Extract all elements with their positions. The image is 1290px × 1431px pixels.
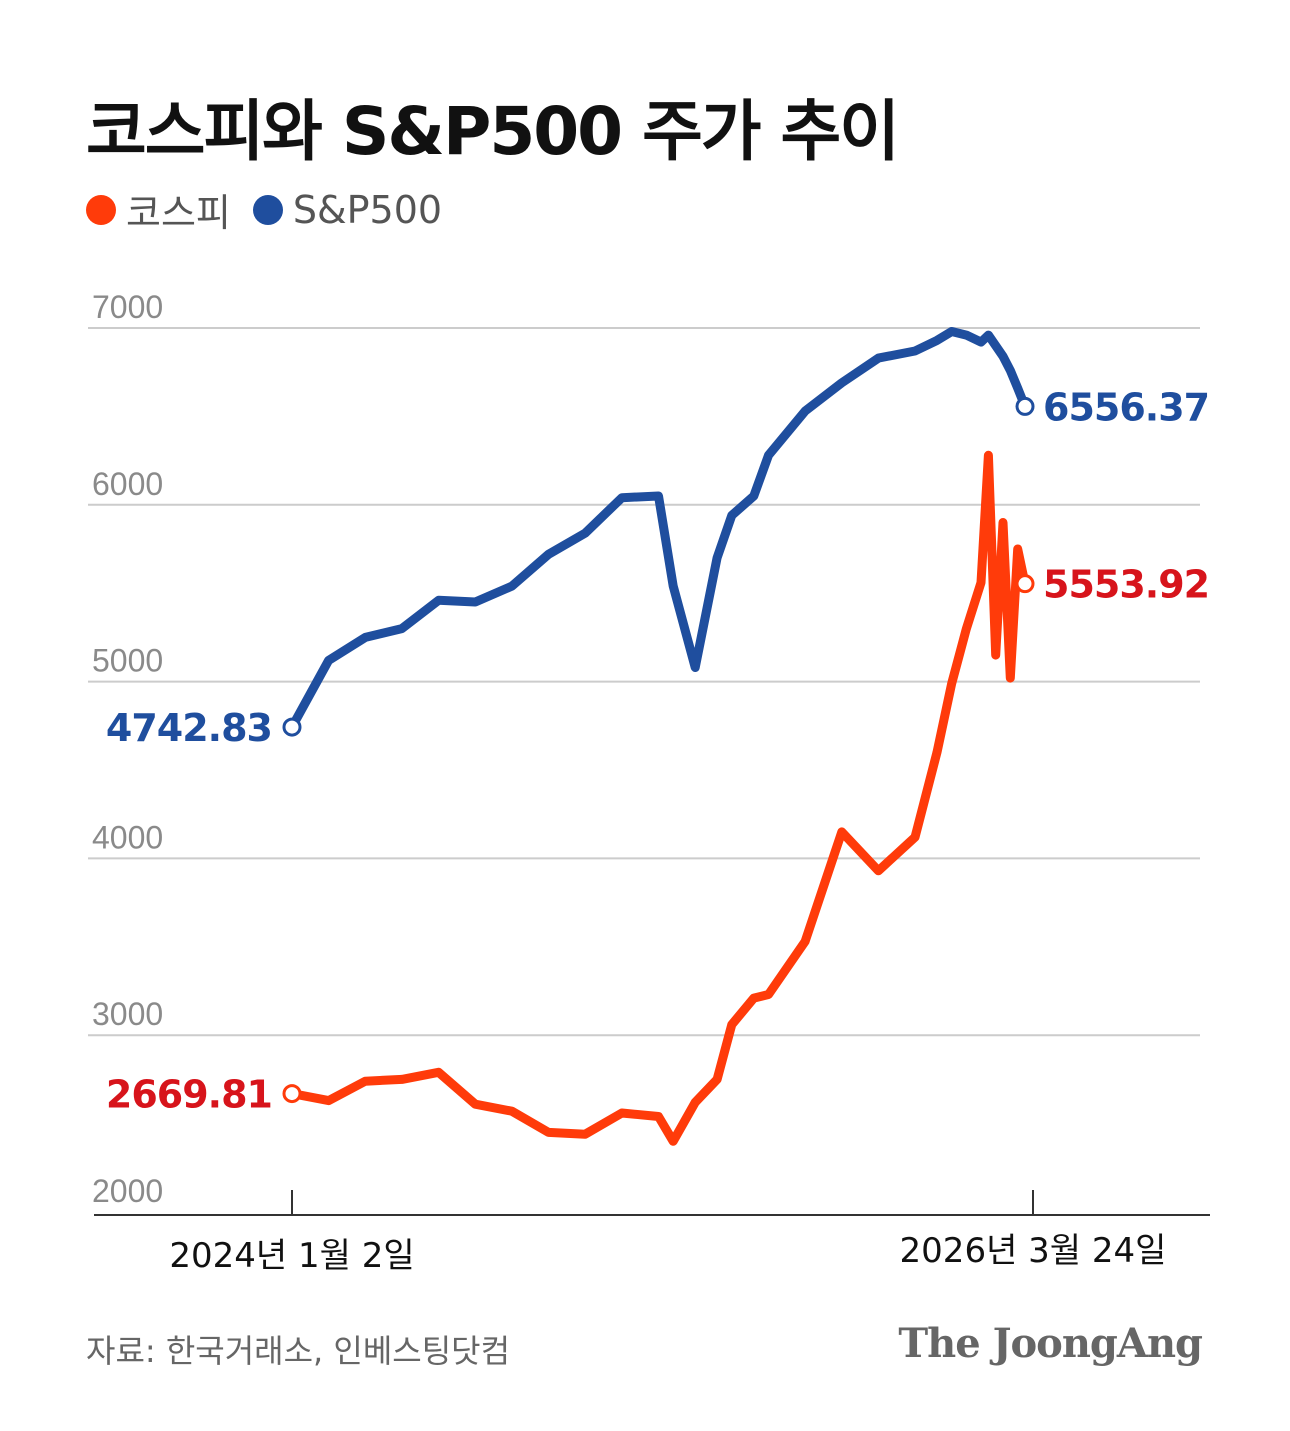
start-marker-kospi <box>282 1084 302 1104</box>
y-tick-label-3000: 3000 <box>92 996 163 1032</box>
legend-item-sp500: S&P500 <box>252 187 443 232</box>
legend-item-kospi: 코스피 <box>86 182 231 237</box>
source-note: 자료: 한국거래소, 인베스팅닷컴 <box>86 1332 511 1370</box>
y-tick-label-5000: 5000 <box>92 643 163 679</box>
end-marker-sp500 <box>1015 396 1035 416</box>
x-tick-label-start: 2024년 1월 2일 <box>169 1236 414 1276</box>
end-marker-kospi <box>1015 574 1035 594</box>
end-value-label-sp500: 6556.37 <box>1043 385 1209 429</box>
legend-label-sp500: S&P500 <box>292 187 443 232</box>
y-tick-label-2000: 2000 <box>92 1173 163 1209</box>
end-value-label-kospi: 5553.92 <box>1043 563 1209 607</box>
series-line-sp500 <box>287 327 1030 732</box>
start-value-label-kospi: 2669.81 <box>106 1073 272 1117</box>
y-tick-label-7000: 7000 <box>92 289 163 325</box>
legend-label-kospi: 코스피 <box>126 191 231 235</box>
legend-dot-kospi <box>86 194 116 225</box>
legend: 코스피 S&P500 <box>86 182 442 237</box>
y-tick-label-6000: 6000 <box>92 466 163 502</box>
y-tick-label-4000: 4000 <box>92 819 163 855</box>
x-tick-label-end: 2026년 3월 24일 <box>900 1231 1167 1271</box>
legend-dot-sp500 <box>252 194 283 225</box>
chart-title: 코스피와 S&P500 주가 추이 <box>86 93 900 170</box>
start-value-label-sp500: 4742.83 <box>106 706 272 750</box>
series-line-kospi <box>287 450 1030 1146</box>
publisher-logo: The JoongAng <box>898 1320 1203 1367</box>
start-marker-sp500 <box>282 717 302 737</box>
